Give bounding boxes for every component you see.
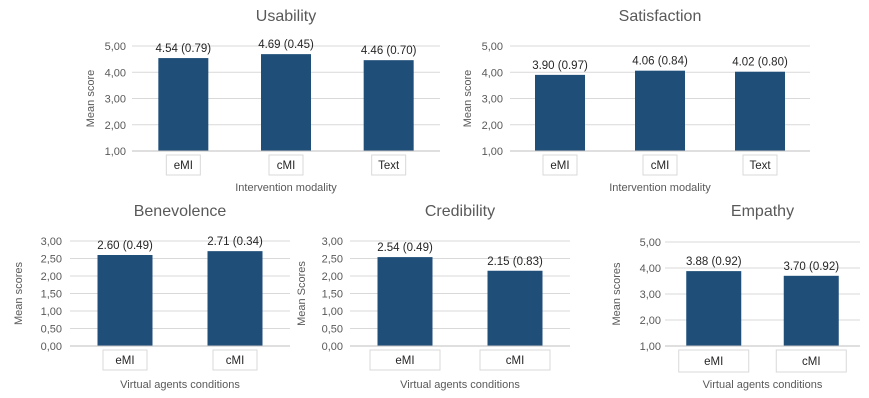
empathy-y-tick-label: 3,00 xyxy=(640,289,661,301)
empathy-category-label-cmi: cMI xyxy=(802,356,821,368)
credibility-y-tick-label: 1,50 xyxy=(322,289,343,301)
satisfaction-category-label-emi: eMI xyxy=(550,160,569,172)
satisfaction-chart: 1,00 2,00 3,00 4,00 5,00 Satisfaction Mean sco… xyxy=(462,8,810,194)
credibility-category-box xyxy=(369,349,441,371)
satisfaction-y-tick-label: 3,00 xyxy=(482,94,503,106)
usability-category-box xyxy=(371,154,407,176)
credibility-chart: 0,00 0,50 1,00 1,50 2,00 2,50 3,00 Credibility M… xyxy=(296,203,570,391)
benevolence-y-tick-label: 3,00 xyxy=(41,236,62,248)
empathy-y-tick-label: 1,00 xyxy=(640,341,661,353)
usability-title: Usability xyxy=(256,8,316,25)
benevolence-category-label-cmi: cMI xyxy=(226,355,245,367)
satisfaction-bar-cmi xyxy=(635,70,685,151)
usability-category-box xyxy=(165,154,201,176)
credibility-data-label-emi: 2.54 (0.49) xyxy=(377,242,433,254)
satisfaction-category-box xyxy=(542,154,578,176)
satisfaction-data-label-text: 4.02 (0.80) xyxy=(732,57,788,69)
credibility-y-tick-label: 1,00 xyxy=(322,306,343,318)
credibility-category-label-cmi: cMI xyxy=(506,355,525,367)
usability-bar-emi xyxy=(158,58,209,152)
satisfaction-y-tick-label: 5,00 xyxy=(482,41,503,53)
usability-y-tick-label: 5,00 xyxy=(105,41,126,53)
credibility-bar-cmi xyxy=(487,270,543,346)
credibility-x-axis-title: Virtual agents conditions xyxy=(400,379,520,391)
empathy-title: Empathy xyxy=(731,203,794,220)
usability-y-tick-label: 2,00 xyxy=(105,120,126,132)
empathy-y-tick-label: 4,00 xyxy=(640,263,661,275)
credibility-bar-emi xyxy=(377,257,433,346)
satisfaction-title: Satisfaction xyxy=(619,8,702,25)
empathy-category-box xyxy=(678,349,750,373)
satisfaction-data-label-emi: 3.90 (0.97) xyxy=(532,60,588,72)
satisfaction-y-tick-label: 4,00 xyxy=(482,67,503,79)
credibility-category-label-emi: eMI xyxy=(395,355,414,367)
credibility-y-axis-title: Mean Scores xyxy=(296,261,308,326)
benevolence-category-box xyxy=(212,349,258,371)
usability-chart: 1,00 2,00 3,00 4,00 5,00 Usability Mean score I… xyxy=(85,8,440,194)
satisfaction-category-label-text: Text xyxy=(749,160,771,172)
satisfaction-y-axis-title: Mean score xyxy=(462,70,474,127)
credibility-category-box xyxy=(479,349,551,371)
credibility-y-tick-label: 3,00 xyxy=(322,236,343,248)
empathy-y-axis-title: Mean scores xyxy=(611,262,623,325)
empathy-category-box xyxy=(775,349,847,373)
benevolence-category-label-emi: eMI xyxy=(115,355,134,367)
usability-y-tick-label: 1,00 xyxy=(105,146,126,158)
benevolence-y-tick-label: 1,50 xyxy=(41,289,62,301)
usability-data-label-text: 4.46 (0.70) xyxy=(361,45,417,57)
empathy-category-label-emi: eMI xyxy=(704,356,723,368)
satisfaction-data-label-cmi: 4.06 (0.84) xyxy=(632,56,688,68)
benevolence-y-tick-label: 0,00 xyxy=(41,341,62,353)
empathy-bar-cmi xyxy=(783,275,839,346)
empathy-data-label-cmi: 3.70 (0.92) xyxy=(783,261,839,273)
benevolence-title: Benevolence xyxy=(134,203,227,220)
benevolence-bar-cmi xyxy=(207,251,263,346)
usability-y-axis-title: Mean score xyxy=(85,70,97,127)
empathy-chart: 1,00 2,00 3,00 4,00 5,00 Empathy Mean scores Vi… xyxy=(611,203,860,391)
benevolence-data-label-emi: 2.60 (0.49) xyxy=(97,240,153,252)
benevolence-x-axis-title: Virtual agents conditions xyxy=(120,379,240,391)
satisfaction-x-axis-title: Intervention modality xyxy=(609,182,711,194)
credibility-y-tick-label: 2,50 xyxy=(322,254,343,266)
empathy-y-tick-label: 2,00 xyxy=(640,315,661,327)
credibility-y-tick-label: 0,50 xyxy=(322,324,343,336)
usability-y-tick-label: 3,00 xyxy=(105,94,126,106)
usability-x-axis-title: Intervention modality xyxy=(235,182,337,194)
benevolence-y-tick-label: 1,00 xyxy=(41,306,62,318)
credibility-data-label-cmi: 2.15 (0.83) xyxy=(487,256,543,268)
benevolence-y-tick-label: 2,50 xyxy=(41,254,62,266)
benevolence-category-box xyxy=(102,349,148,371)
usability-data-label-emi: 4.54 (0.79) xyxy=(156,43,212,55)
empathy-bar-emi xyxy=(686,271,742,346)
usability-category-label-emi: eMI xyxy=(174,160,193,172)
empathy-x-axis-title: Virtual agents conditions xyxy=(703,379,823,391)
usability-bar-cmi xyxy=(261,54,311,152)
benevolence-y-axis-title: Mean scores xyxy=(13,262,25,325)
satisfaction-category-label-cmi: cMI xyxy=(651,160,670,172)
credibility-y-tick-label: 2,00 xyxy=(322,271,343,283)
usability-category-box xyxy=(268,154,304,176)
usability-category-label-cmi: cMI xyxy=(277,160,296,172)
usability-data-label-cmi: 4.69 (0.45) xyxy=(258,39,314,51)
usability-y-tick-label: 4,00 xyxy=(105,67,126,79)
usability-category-label-text: Text xyxy=(378,160,400,172)
empathy-data-label-emi: 3.88 (0.92) xyxy=(686,256,742,268)
benevolence-bar-emi xyxy=(97,255,153,346)
credibility-y-tick-label: 0,00 xyxy=(322,341,343,353)
satisfaction-y-tick-label: 1,00 xyxy=(482,146,503,158)
usability-bar-text xyxy=(363,60,414,151)
credibility-title: Credibility xyxy=(425,203,495,220)
benevolence-y-tick-label: 2,00 xyxy=(41,271,62,283)
benevolence-chart: 0,00 0,50 1,00 1,50 2,00 2,50 3,00 Benevolence M… xyxy=(13,203,290,391)
benevolence-data-label-cmi: 2.71 (0.34) xyxy=(207,236,263,248)
satisfaction-bar-emi xyxy=(535,74,585,151)
satisfaction-category-box xyxy=(742,154,778,176)
satisfaction-bar-text xyxy=(735,71,785,151)
empathy-y-tick-label: 5,00 xyxy=(640,237,661,249)
satisfaction-category-box xyxy=(642,154,678,176)
satisfaction-y-tick-label: 2,00 xyxy=(482,120,503,132)
benevolence-y-tick-label: 0,50 xyxy=(41,324,62,336)
